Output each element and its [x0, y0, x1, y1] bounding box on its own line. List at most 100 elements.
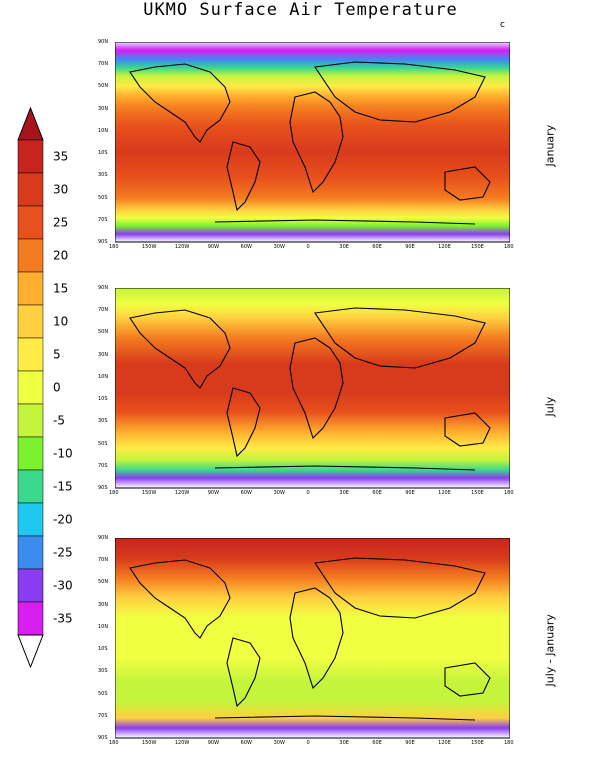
lon-tick-label: 90E — [405, 740, 415, 746]
lon-tick-label: 90W — [207, 740, 220, 746]
lat-tick-label: 50N — [98, 329, 109, 336]
lon-tick-label: 90E — [405, 244, 415, 250]
lat-tick-label: 10S — [98, 646, 108, 653]
lat-tick-label: 50S — [98, 440, 108, 447]
lat-tick-label: 50N — [98, 83, 109, 90]
lon-tick-label: 120E — [438, 740, 451, 746]
lon-tick-label: 150E — [471, 244, 484, 250]
lat-tick-label: 70S — [98, 712, 108, 719]
colorbar-swatch — [17, 205, 44, 240]
lon-tick-label: 0 — [306, 740, 310, 746]
lat-tick-label: 70N — [98, 557, 109, 564]
lon-tick-label: 120W — [174, 490, 190, 496]
colorbar-label: 30 — [53, 183, 68, 197]
lon-tick-label: 90W — [207, 244, 220, 250]
lon-tick-label: 180 — [504, 490, 514, 496]
colorbar-label: 35 — [53, 150, 68, 164]
lon-tick-label: 30W — [273, 490, 285, 496]
colorbar-label: -15 — [53, 480, 73, 494]
colorbar-label: 10 — [53, 315, 68, 329]
lon-tick-label: 180 — [504, 740, 514, 746]
lon-tick-label: 60E — [372, 490, 382, 496]
lon-tick-label: 60W — [240, 740, 252, 746]
lon-tick-label: 0 — [306, 244, 310, 250]
lat-tick-label: 50S — [98, 194, 108, 201]
lat-tick-label: 50S — [98, 690, 108, 697]
colorbar-swatch — [17, 172, 44, 207]
lat-tick-label: 10N — [98, 127, 109, 134]
colorbar-label: 25 — [53, 216, 68, 230]
lon-tick-label: 150W — [141, 244, 157, 250]
lon-tick-label: 90E — [405, 490, 415, 496]
corner-mark: c — [500, 20, 505, 30]
lat-tick-label: 10S — [98, 150, 108, 157]
colorbar-label: -5 — [53, 414, 65, 428]
colorbar: 35 30 25 20 15 10 5 0 -5 -10 -15 -20 -25 -30 -35 — [17, 106, 73, 669]
lat-tick-label: 30N — [98, 351, 109, 358]
lat-tick-label: 30S — [98, 418, 108, 425]
lon-tick-label: 120W — [174, 244, 190, 250]
colorbar-swatch — [17, 535, 44, 570]
colorbar-swatch — [17, 502, 44, 537]
lat-tick-label: 10N — [98, 623, 109, 630]
colorbar-swatch — [17, 403, 44, 438]
lon-tick-label: 30W — [273, 740, 285, 746]
map-panel-difference — [115, 538, 510, 743]
lat-tick-label: 90S — [98, 239, 108, 245]
colorbar-label: 5 — [53, 348, 61, 362]
colorbar-bottom-arrow — [17, 634, 44, 669]
lat-tick-label: 70N — [98, 307, 109, 314]
lat-tick-label: 10N — [98, 373, 109, 380]
lat-tick-label: 90S — [98, 735, 108, 741]
panel-label-difference: July - January — [543, 614, 557, 687]
colorbar-swatch — [17, 271, 44, 306]
lon-tick-label: 180 — [109, 490, 119, 496]
lat-tick-label: 70S — [98, 462, 108, 469]
colorbar-swatch — [17, 436, 44, 471]
lon-tick-label: 150W — [141, 490, 157, 496]
colorbar-swatch — [17, 568, 44, 603]
colorbar-label: 15 — [53, 282, 68, 296]
lat-tick-label: 10S — [98, 396, 108, 403]
lon-tick-label: 180 — [109, 244, 119, 250]
lon-tick-label: 120W — [174, 740, 190, 746]
lon-tick-label: 150E — [471, 740, 484, 746]
lon-tick-label: 60E — [372, 244, 382, 250]
lat-tick-label: 90N — [98, 39, 109, 45]
panel-label-january: January — [543, 124, 557, 167]
colorbar-swatch — [17, 370, 44, 405]
colorbar-swatch — [17, 238, 44, 273]
lon-tick-label: 120E — [438, 490, 451, 496]
colorbar-swatch — [17, 469, 44, 504]
colorbar-swatch — [17, 304, 44, 339]
page-title: UKMO Surface Air Temperature — [143, 0, 458, 20]
colorbar-swatch — [17, 601, 44, 636]
lat-tick-label: 30S — [98, 172, 108, 179]
lat-tick-label: 90S — [98, 485, 108, 491]
lon-tick-label: 0 — [306, 490, 310, 496]
colorbar-label: 0 — [53, 381, 61, 395]
lon-tick-label: 30E — [339, 490, 349, 496]
lon-tick-label: 180 — [504, 244, 514, 250]
lon-tick-label: 30E — [339, 740, 349, 746]
colorbar-label: -30 — [53, 579, 73, 593]
lon-tick-label: 180 — [109, 740, 119, 746]
lat-tick-label: 90N — [98, 535, 109, 541]
lat-tick-label: 70S — [98, 216, 108, 223]
lat-tick-label: 90N — [98, 285, 109, 291]
lon-tick-label: 120E — [438, 244, 451, 250]
colorbar-label: -35 — [53, 612, 73, 626]
lat-tick-label: 30N — [98, 105, 109, 112]
colorbar-label: -10 — [53, 447, 73, 461]
lat-tick-label: 30S — [98, 668, 108, 675]
lon-tick-label: 90W — [207, 490, 220, 496]
colorbar-top-arrow — [17, 106, 44, 141]
panel-label-july: July — [543, 396, 557, 417]
lon-tick-label: 30W — [273, 244, 285, 250]
lon-tick-label: 60W — [240, 490, 252, 496]
colorbar-label: 20 — [53, 249, 68, 263]
colorbar-label: -20 — [53, 513, 73, 527]
lon-tick-label: 150E — [471, 490, 484, 496]
map-panel-january — [115, 42, 510, 247]
lat-tick-label: 70N — [98, 61, 109, 68]
